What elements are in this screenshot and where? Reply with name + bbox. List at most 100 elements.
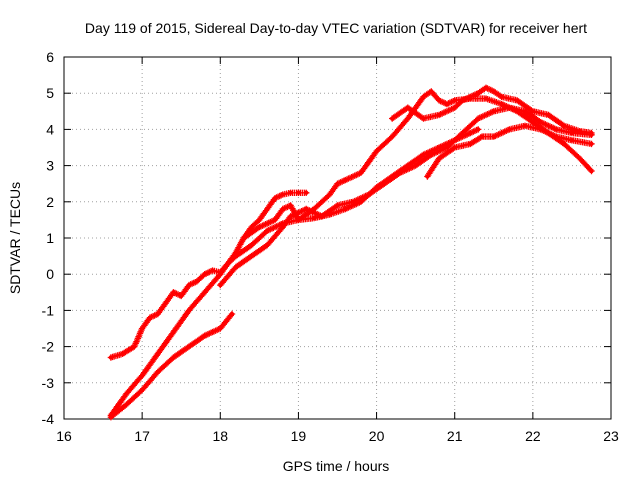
data-point	[538, 127, 543, 132]
data-point	[577, 156, 582, 161]
data-point	[132, 344, 137, 349]
data-point	[257, 224, 262, 230]
data-point	[530, 119, 536, 125]
data-point	[475, 116, 481, 121]
data-point	[499, 101, 504, 107]
data-point	[139, 387, 145, 393]
data-point	[538, 119, 543, 125]
x-tick-label: 20	[369, 428, 385, 444]
series-track-7	[424, 122, 595, 180]
x-tick-label: 16	[56, 428, 72, 444]
data-point	[405, 105, 411, 110]
series-track-2	[107, 310, 236, 421]
data-point	[229, 311, 235, 317]
data-point	[335, 203, 340, 208]
data-point	[202, 272, 207, 277]
data-point	[155, 311, 160, 317]
data-point	[468, 141, 473, 147]
data-point	[577, 129, 582, 134]
data-point	[218, 326, 223, 331]
data-point	[139, 326, 145, 331]
data-point	[475, 127, 481, 132]
data-point	[272, 195, 278, 201]
data-point	[546, 112, 551, 118]
data-point	[343, 206, 348, 212]
data-point	[483, 85, 489, 90]
series-track-5	[240, 88, 595, 242]
data-point	[499, 94, 504, 100]
data-point	[124, 402, 129, 407]
data-point	[491, 109, 496, 114]
data-point	[249, 224, 254, 230]
data-point	[124, 391, 129, 396]
data-point	[350, 199, 356, 204]
data-point	[147, 315, 153, 320]
data-point	[483, 96, 489, 101]
data-point	[249, 243, 254, 248]
data-point	[421, 152, 426, 157]
data-point	[589, 141, 594, 147]
data-point	[358, 170, 364, 176]
data-point	[264, 206, 270, 212]
data-point	[421, 94, 426, 100]
data-point	[186, 282, 192, 288]
data-point	[241, 235, 246, 241]
data-point	[405, 116, 411, 121]
data-point	[507, 127, 512, 132]
data-point	[186, 308, 192, 313]
data-point	[390, 116, 395, 121]
data-point	[468, 94, 473, 100]
data-point	[429, 152, 434, 157]
data-point	[335, 181, 340, 186]
series-track-6	[389, 84, 595, 137]
data-point	[288, 214, 293, 219]
data-point	[554, 127, 559, 132]
y-tick-label: 0	[46, 266, 54, 282]
data-point	[561, 123, 567, 128]
data-point	[304, 206, 309, 212]
data-point	[515, 109, 520, 114]
data-point	[194, 279, 200, 284]
data-point	[249, 253, 254, 259]
data-point	[460, 130, 465, 136]
data-point	[304, 190, 309, 195]
data-point	[272, 217, 278, 223]
data-point	[452, 98, 457, 103]
y-tick-label: 1	[46, 230, 54, 246]
data-point	[233, 253, 239, 259]
data-point	[319, 214, 325, 219]
data-point	[257, 217, 262, 223]
data-point	[374, 148, 379, 154]
x-tick-label: 18	[212, 428, 228, 444]
y-tick-label: -4	[42, 411, 55, 427]
data-point	[569, 130, 575, 136]
data-point	[522, 123, 528, 128]
data-point	[210, 329, 215, 335]
y-tick-label: -2	[42, 339, 55, 355]
x-tick-label: 21	[447, 428, 463, 444]
data-point	[233, 264, 239, 270]
data-point	[436, 156, 442, 161]
data-point	[288, 190, 293, 195]
data-point	[280, 192, 285, 197]
data-point	[202, 333, 207, 338]
data-point	[397, 170, 403, 176]
data-point	[390, 134, 395, 139]
axis-layer	[63, 56, 612, 420]
data-point	[491, 89, 496, 94]
data-point	[554, 134, 559, 139]
data-point	[280, 206, 285, 212]
data-point	[589, 168, 594, 174]
x-tick-labels: 16 17 18 19 20 21 22 23	[56, 428, 619, 444]
data-point	[479, 134, 485, 139]
data-point	[522, 109, 528, 114]
data-point	[421, 116, 426, 121]
data-point	[460, 98, 465, 103]
data-point	[425, 174, 430, 179]
data-point	[186, 344, 192, 349]
x-tick-label: 17	[134, 428, 150, 444]
data-point	[311, 215, 317, 221]
data-point	[366, 192, 371, 197]
data-point	[327, 192, 332, 197]
